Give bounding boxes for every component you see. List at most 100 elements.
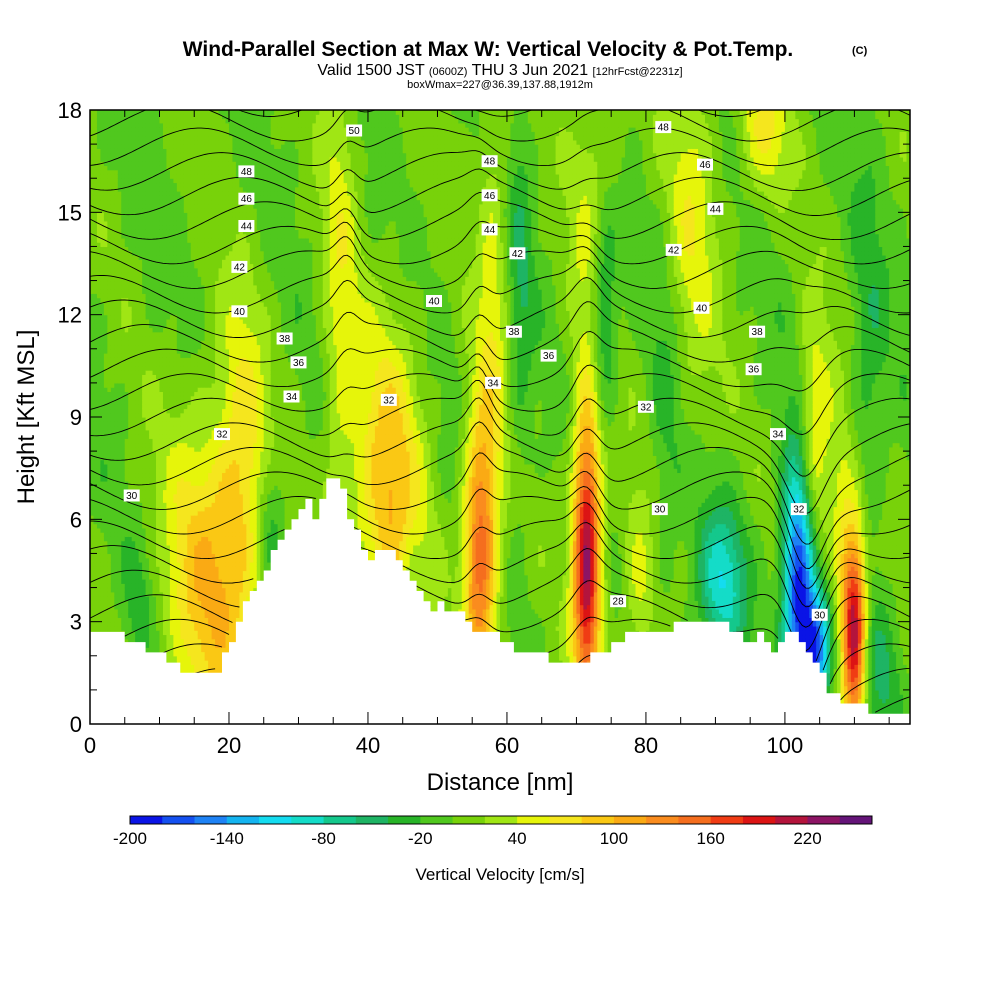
velocity-cell (100, 443, 104, 448)
velocity-cell (104, 408, 108, 413)
velocity-cell (114, 336, 118, 341)
velocity-cell (97, 553, 101, 558)
velocity-cell (114, 583, 118, 588)
velocity-cell (114, 485, 118, 490)
velocity-cell (114, 161, 118, 166)
velocity-cell (93, 528, 97, 533)
velocity-cell (107, 136, 111, 141)
velocity-cell (104, 229, 108, 234)
velocity-cell (104, 536, 108, 541)
velocity-cell (107, 592, 111, 597)
velocity-cell (104, 553, 108, 558)
velocity-cell (114, 195, 118, 200)
velocity-cell (93, 383, 97, 388)
velocity-cell (114, 489, 118, 494)
velocity-cell (111, 515, 115, 520)
velocity-cell (107, 575, 111, 580)
velocity-cell (100, 131, 104, 136)
velocity-cell (104, 136, 108, 141)
velocity-cell (111, 119, 115, 124)
velocity-cell (97, 592, 101, 597)
velocity-cell (104, 170, 108, 175)
velocity-cell (107, 566, 111, 571)
velocity-cell (100, 511, 104, 516)
velocity-cell (114, 191, 118, 196)
velocity-cell (104, 515, 108, 520)
velocity-cell (107, 204, 111, 209)
velocity-cell (114, 438, 118, 443)
velocity-cell (107, 259, 111, 264)
velocity-cell (97, 558, 101, 563)
velocity-cell (104, 281, 108, 286)
velocity-cell (114, 562, 118, 567)
velocity-cell (104, 485, 108, 490)
velocity-cell (93, 507, 97, 512)
velocity-cell (107, 114, 111, 119)
velocity-cell (97, 541, 101, 546)
chart-title: Wind-Parallel Section at Max W: Vertical… (183, 38, 794, 61)
velocity-cell (111, 396, 115, 401)
velocity-cell (107, 524, 111, 529)
velocity-cell (107, 251, 111, 256)
velocity-cell (107, 451, 111, 456)
velocity-cell (97, 362, 101, 367)
velocity-cell (107, 549, 111, 554)
velocity-cell (107, 131, 111, 136)
velocity-cell (100, 408, 104, 413)
velocity-cell (93, 519, 97, 524)
velocity-cell (93, 502, 97, 507)
velocity-cell (111, 144, 115, 149)
velocity-cell (104, 315, 108, 320)
velocity-cell (107, 541, 111, 546)
velocity-cell (104, 306, 108, 311)
velocity-cell (114, 426, 118, 431)
velocity-cell (93, 541, 97, 546)
velocity-cell (107, 391, 111, 396)
velocity-cell (93, 268, 97, 273)
velocity-cell (97, 460, 101, 465)
velocity-cell (107, 191, 111, 196)
velocity-cell (97, 417, 101, 422)
velocity-cell (111, 472, 115, 477)
velocity-cell (97, 438, 101, 443)
velocity-cell (107, 264, 111, 269)
velocity-cell (107, 357, 111, 362)
velocity-cell (104, 438, 108, 443)
velocity-cell (114, 579, 118, 584)
velocity-cell (111, 148, 115, 153)
velocity-cell (107, 421, 111, 426)
velocity-cell (111, 306, 115, 311)
velocity-cell (104, 511, 108, 516)
velocity-cell (107, 187, 111, 192)
velocity-cell (93, 323, 97, 328)
velocity-cell (104, 272, 108, 277)
velocity-cell (107, 596, 111, 601)
velocity-cell (111, 345, 115, 350)
velocity-cell (104, 195, 108, 200)
velocity-cell (93, 443, 97, 448)
velocity-cell (100, 157, 104, 162)
velocity-cell (111, 532, 115, 537)
velocity-cell (114, 455, 118, 460)
velocity-cell (114, 306, 118, 311)
velocity-cell (97, 622, 101, 627)
velocity-cell (114, 302, 118, 307)
velocity-cell (97, 588, 101, 593)
velocity-cell (107, 362, 111, 367)
velocity-cell (111, 153, 115, 158)
chart-title-copyright: (C) (852, 45, 868, 57)
velocity-cell (104, 187, 108, 192)
velocity-cell (107, 340, 111, 345)
velocity-cell (111, 609, 115, 614)
velocity-cell (111, 161, 115, 166)
velocity-cell (100, 622, 104, 627)
velocity-cell (97, 123, 101, 128)
velocity-cell (104, 234, 108, 239)
velocity-cell (114, 178, 118, 183)
velocity-cell (100, 136, 104, 141)
velocity-cell (100, 242, 104, 247)
velocity-cell (107, 148, 111, 153)
velocity-cell (104, 310, 108, 315)
velocity-cell (104, 494, 108, 499)
velocity-cell (100, 182, 104, 187)
